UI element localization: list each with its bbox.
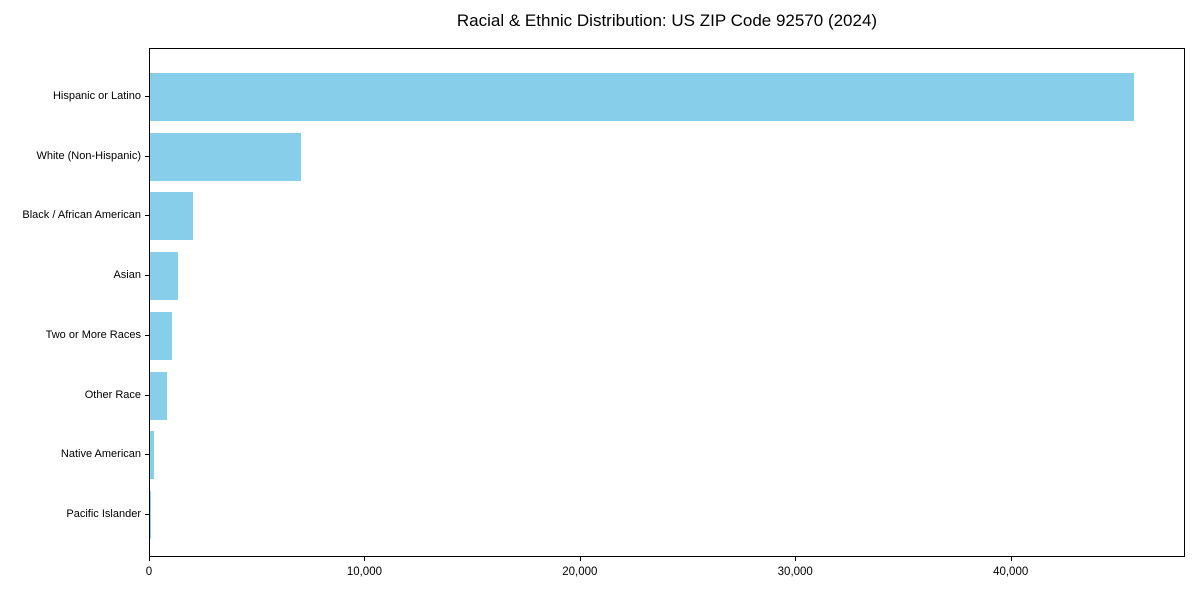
y-tick-mark	[145, 275, 149, 276]
x-tick-label: 10,000	[346, 566, 382, 578]
y-tick-label: White (Non-Hispanic)	[36, 149, 141, 162]
y-tick-label: Pacific Islander	[66, 507, 141, 520]
y-tick-label: Other Race	[84, 388, 141, 401]
y-tick-label: Asian	[113, 269, 141, 282]
y-tick-mark	[145, 215, 149, 216]
bar	[150, 252, 178, 301]
bar	[150, 431, 155, 480]
x-tick-mark	[1011, 557, 1012, 561]
x-tick-label: 0	[145, 566, 153, 578]
bar	[150, 192, 194, 241]
y-tick-mark	[145, 395, 149, 396]
chart-title: Racial & Ethnic Distribution: US ZIP Cod…	[456, 11, 878, 30]
bar	[150, 73, 1135, 121]
x-tick-label: 20,000	[562, 566, 598, 578]
y-tick-mark	[145, 156, 149, 157]
y-tick-mark	[145, 96, 149, 97]
y-tick-label: Hispanic or Latino	[52, 90, 141, 102]
bar	[150, 371, 168, 420]
y-tick-mark	[145, 335, 149, 336]
x-tick-label: 30,000	[777, 566, 813, 578]
x-tick-mark	[364, 557, 365, 561]
x-tick-label: 40,000	[993, 566, 1029, 578]
x-tick-mark	[580, 557, 581, 561]
x-tick-mark	[795, 557, 796, 561]
bar	[150, 490, 151, 539]
bar	[150, 311, 172, 360]
y-tick-label: Black / African American	[22, 209, 141, 222]
y-tick-mark	[145, 454, 149, 455]
plot-area	[149, 48, 1185, 557]
x-tick-mark	[149, 557, 150, 561]
y-tick-mark	[145, 514, 149, 515]
y-tick-label: Two or More Races	[45, 328, 141, 341]
y-tick-label: Native American	[60, 448, 141, 461]
bar	[150, 132, 301, 181]
